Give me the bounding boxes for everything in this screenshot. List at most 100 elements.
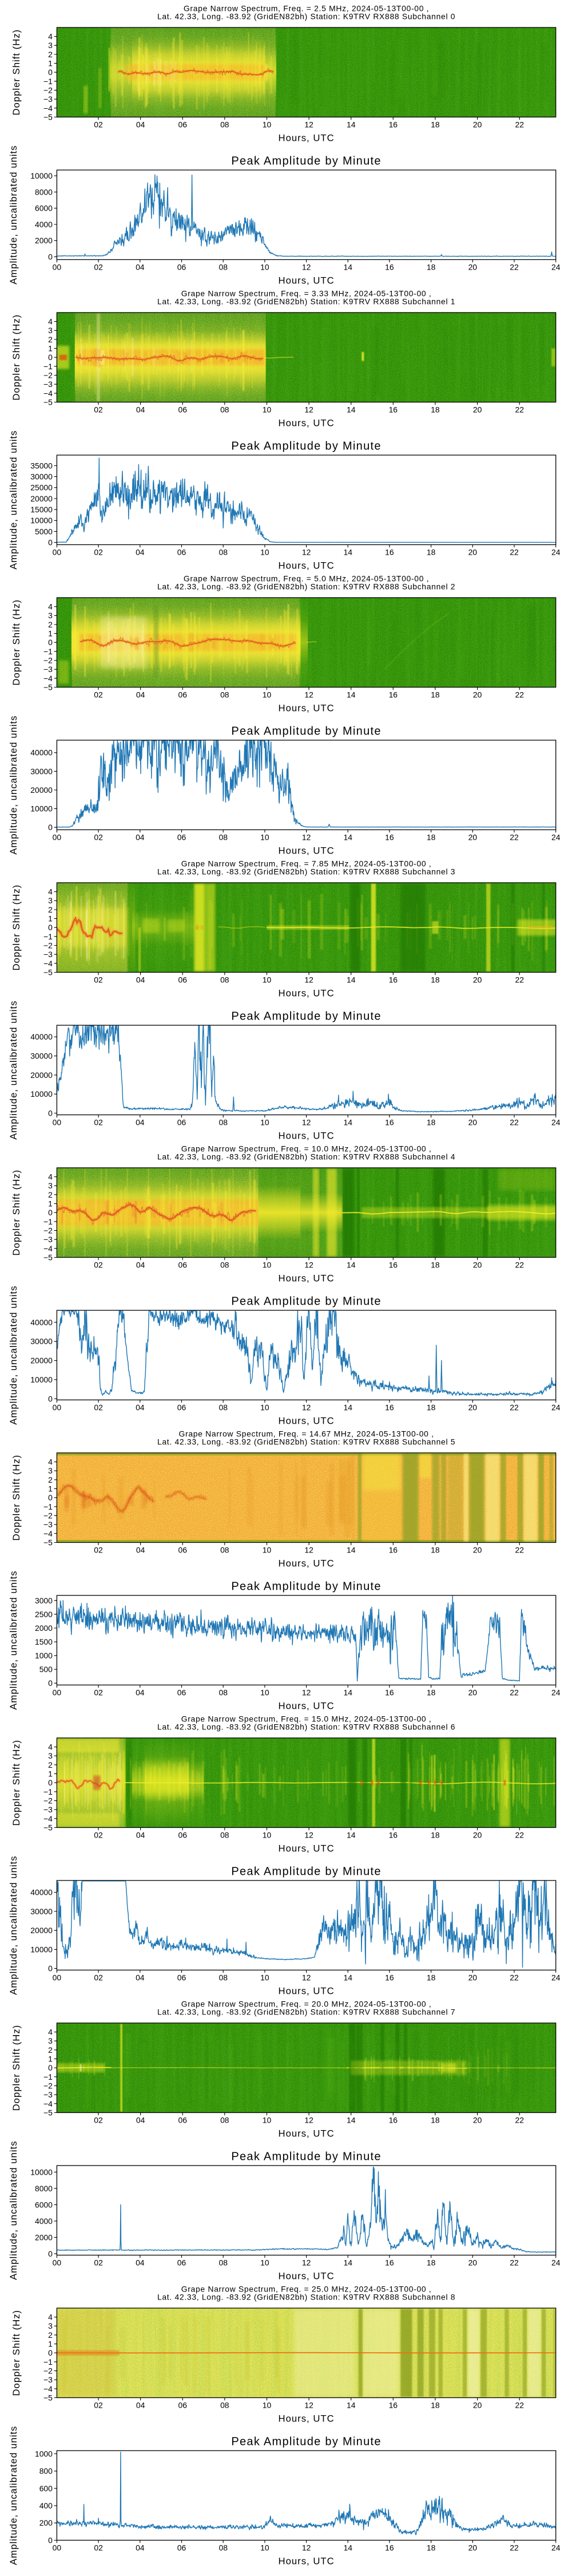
svg-text:Amplitude, uncalibrated units: Amplitude, uncalibrated units	[8, 1001, 19, 1140]
svg-text:−3: −3	[43, 380, 53, 389]
svg-text:2000: 2000	[35, 2233, 53, 2242]
svg-text:500: 500	[39, 1665, 53, 1674]
svg-text:10: 10	[263, 690, 272, 699]
svg-text:12: 12	[304, 1260, 313, 1269]
svg-text:−1: −1	[43, 2357, 53, 2366]
svg-text:06: 06	[177, 1973, 186, 1982]
svg-text:14: 14	[347, 405, 356, 414]
svg-text:1: 1	[48, 59, 53, 68]
svg-text:18: 18	[427, 1117, 436, 1127]
svg-text:06: 06	[177, 1688, 186, 1697]
svg-text:10: 10	[260, 2543, 269, 2552]
svg-text:02: 02	[94, 1117, 103, 1127]
svg-text:16: 16	[389, 690, 398, 699]
svg-text:20: 20	[468, 262, 478, 271]
svg-text:Hours, UTC: Hours, UTC	[279, 418, 335, 429]
svg-text:18: 18	[431, 1260, 440, 1269]
svg-text:14: 14	[343, 262, 352, 271]
svg-text:−2: −2	[43, 2081, 53, 2091]
svg-text:Grape Narrow Spectrum, Freq. =: Grape Narrow Spectrum, Freq. = 10.0 MHz,…	[181, 1144, 432, 1153]
svg-text:08: 08	[219, 262, 228, 271]
svg-text:22: 22	[510, 832, 519, 841]
svg-text:Lat. 42.33, Long. -83.92 (Gri: Lat. 42.33, Long. -83.92 (GridEN82bh) St…	[157, 2008, 455, 2017]
svg-text:02: 02	[94, 1545, 103, 1554]
svg-text:00: 00	[53, 1402, 62, 1412]
svg-text:0: 0	[48, 1108, 53, 1117]
svg-text:−2: −2	[43, 1796, 53, 1805]
svg-text:06: 06	[178, 1260, 187, 1269]
svg-text:14: 14	[347, 975, 356, 984]
svg-text:600: 600	[39, 2484, 53, 2493]
svg-text:−5: −5	[43, 1253, 53, 1262]
svg-text:10: 10	[263, 1545, 272, 1554]
svg-text:22: 22	[515, 975, 524, 984]
svg-text:12: 12	[302, 1402, 311, 1412]
svg-text:12: 12	[304, 2115, 313, 2124]
svg-text:0: 0	[48, 2535, 53, 2545]
svg-text:2: 2	[48, 50, 53, 59]
svg-text:Amplitude, uncalibrated units: Amplitude, uncalibrated units	[8, 1571, 19, 1710]
svg-text:08: 08	[220, 690, 229, 699]
svg-text:08: 08	[219, 1117, 228, 1127]
svg-text:4000: 4000	[35, 2217, 53, 2226]
svg-text:−1: −1	[43, 77, 53, 86]
svg-text:24: 24	[551, 2258, 561, 2267]
svg-text:16: 16	[389, 1260, 398, 1269]
svg-text:24: 24	[551, 832, 561, 841]
svg-text:20: 20	[473, 690, 482, 699]
svg-text:−5: −5	[43, 2393, 53, 2402]
svg-text:12: 12	[304, 405, 313, 414]
svg-text:10: 10	[260, 1688, 269, 1697]
svg-text:20: 20	[473, 120, 482, 129]
svg-text:22: 22	[515, 1260, 524, 1269]
svg-text:1000: 1000	[35, 1651, 53, 1660]
svg-text:Grape Narrow Spectrum, Freq. =: Grape Narrow Spectrum, Freq. = 14.67 MHz…	[179, 1429, 434, 1439]
svg-text:06: 06	[177, 832, 186, 841]
svg-text:00: 00	[53, 2543, 62, 2552]
svg-text:0: 0	[48, 823, 53, 832]
svg-text:2: 2	[48, 1760, 53, 1769]
svg-text:10000: 10000	[30, 804, 53, 813]
svg-text:14: 14	[343, 1688, 352, 1697]
svg-text:08: 08	[220, 1545, 229, 1554]
svg-text:04: 04	[136, 1830, 145, 1839]
svg-text:Hours, UTC: Hours, UTC	[279, 2556, 335, 2567]
svg-text:1: 1	[48, 2055, 53, 2064]
svg-text:Doppler Shift (Hz): Doppler Shift (Hz)	[11, 884, 22, 971]
svg-text:Grape Narrow Spectrum, Freq. =: Grape Narrow Spectrum, Freq. = 3.33 MHz,…	[181, 289, 432, 298]
svg-text:02: 02	[94, 405, 103, 414]
svg-text:Hours, UTC: Hours, UTC	[279, 1701, 335, 1712]
svg-text:16: 16	[389, 1830, 398, 1839]
svg-text:14: 14	[343, 2258, 352, 2267]
svg-text:−1: −1	[43, 1502, 53, 1511]
svg-text:02: 02	[94, 1688, 103, 1697]
svg-text:Peak Amplitude by Minute: Peak Amplitude by Minute	[231, 1010, 381, 1023]
svg-text:18: 18	[431, 1545, 440, 1554]
svg-text:02: 02	[94, 2400, 103, 2409]
svg-text:20: 20	[468, 1402, 478, 1412]
svg-text:02: 02	[94, 120, 103, 129]
svg-text:04: 04	[136, 1973, 145, 1982]
svg-text:02: 02	[94, 690, 103, 699]
svg-text:04: 04	[136, 2543, 145, 2552]
svg-text:16: 16	[385, 2258, 394, 2267]
svg-text:20: 20	[473, 2400, 482, 2409]
svg-text:4: 4	[48, 887, 53, 896]
svg-text:16: 16	[385, 832, 394, 841]
svg-text:04: 04	[136, 2115, 145, 2124]
svg-text:10: 10	[260, 547, 269, 556]
svg-text:02: 02	[94, 2115, 103, 2124]
svg-text:1: 1	[48, 1484, 53, 1494]
svg-text:4: 4	[48, 1457, 53, 1467]
svg-text:00: 00	[53, 1973, 62, 1982]
svg-text:22: 22	[510, 1117, 519, 1127]
svg-text:24: 24	[551, 1117, 561, 1127]
svg-text:04: 04	[136, 975, 145, 984]
svg-text:20: 20	[473, 975, 482, 984]
svg-text:04: 04	[136, 547, 145, 556]
svg-text:18: 18	[427, 832, 436, 841]
svg-text:20: 20	[468, 1117, 478, 1127]
svg-text:6000: 6000	[35, 2200, 53, 2209]
svg-text:12: 12	[302, 2258, 311, 2267]
svg-text:Grape Narrow Spectrum, Freq. =: Grape Narrow Spectrum, Freq. = 25.0 MHz,…	[181, 2285, 432, 2294]
